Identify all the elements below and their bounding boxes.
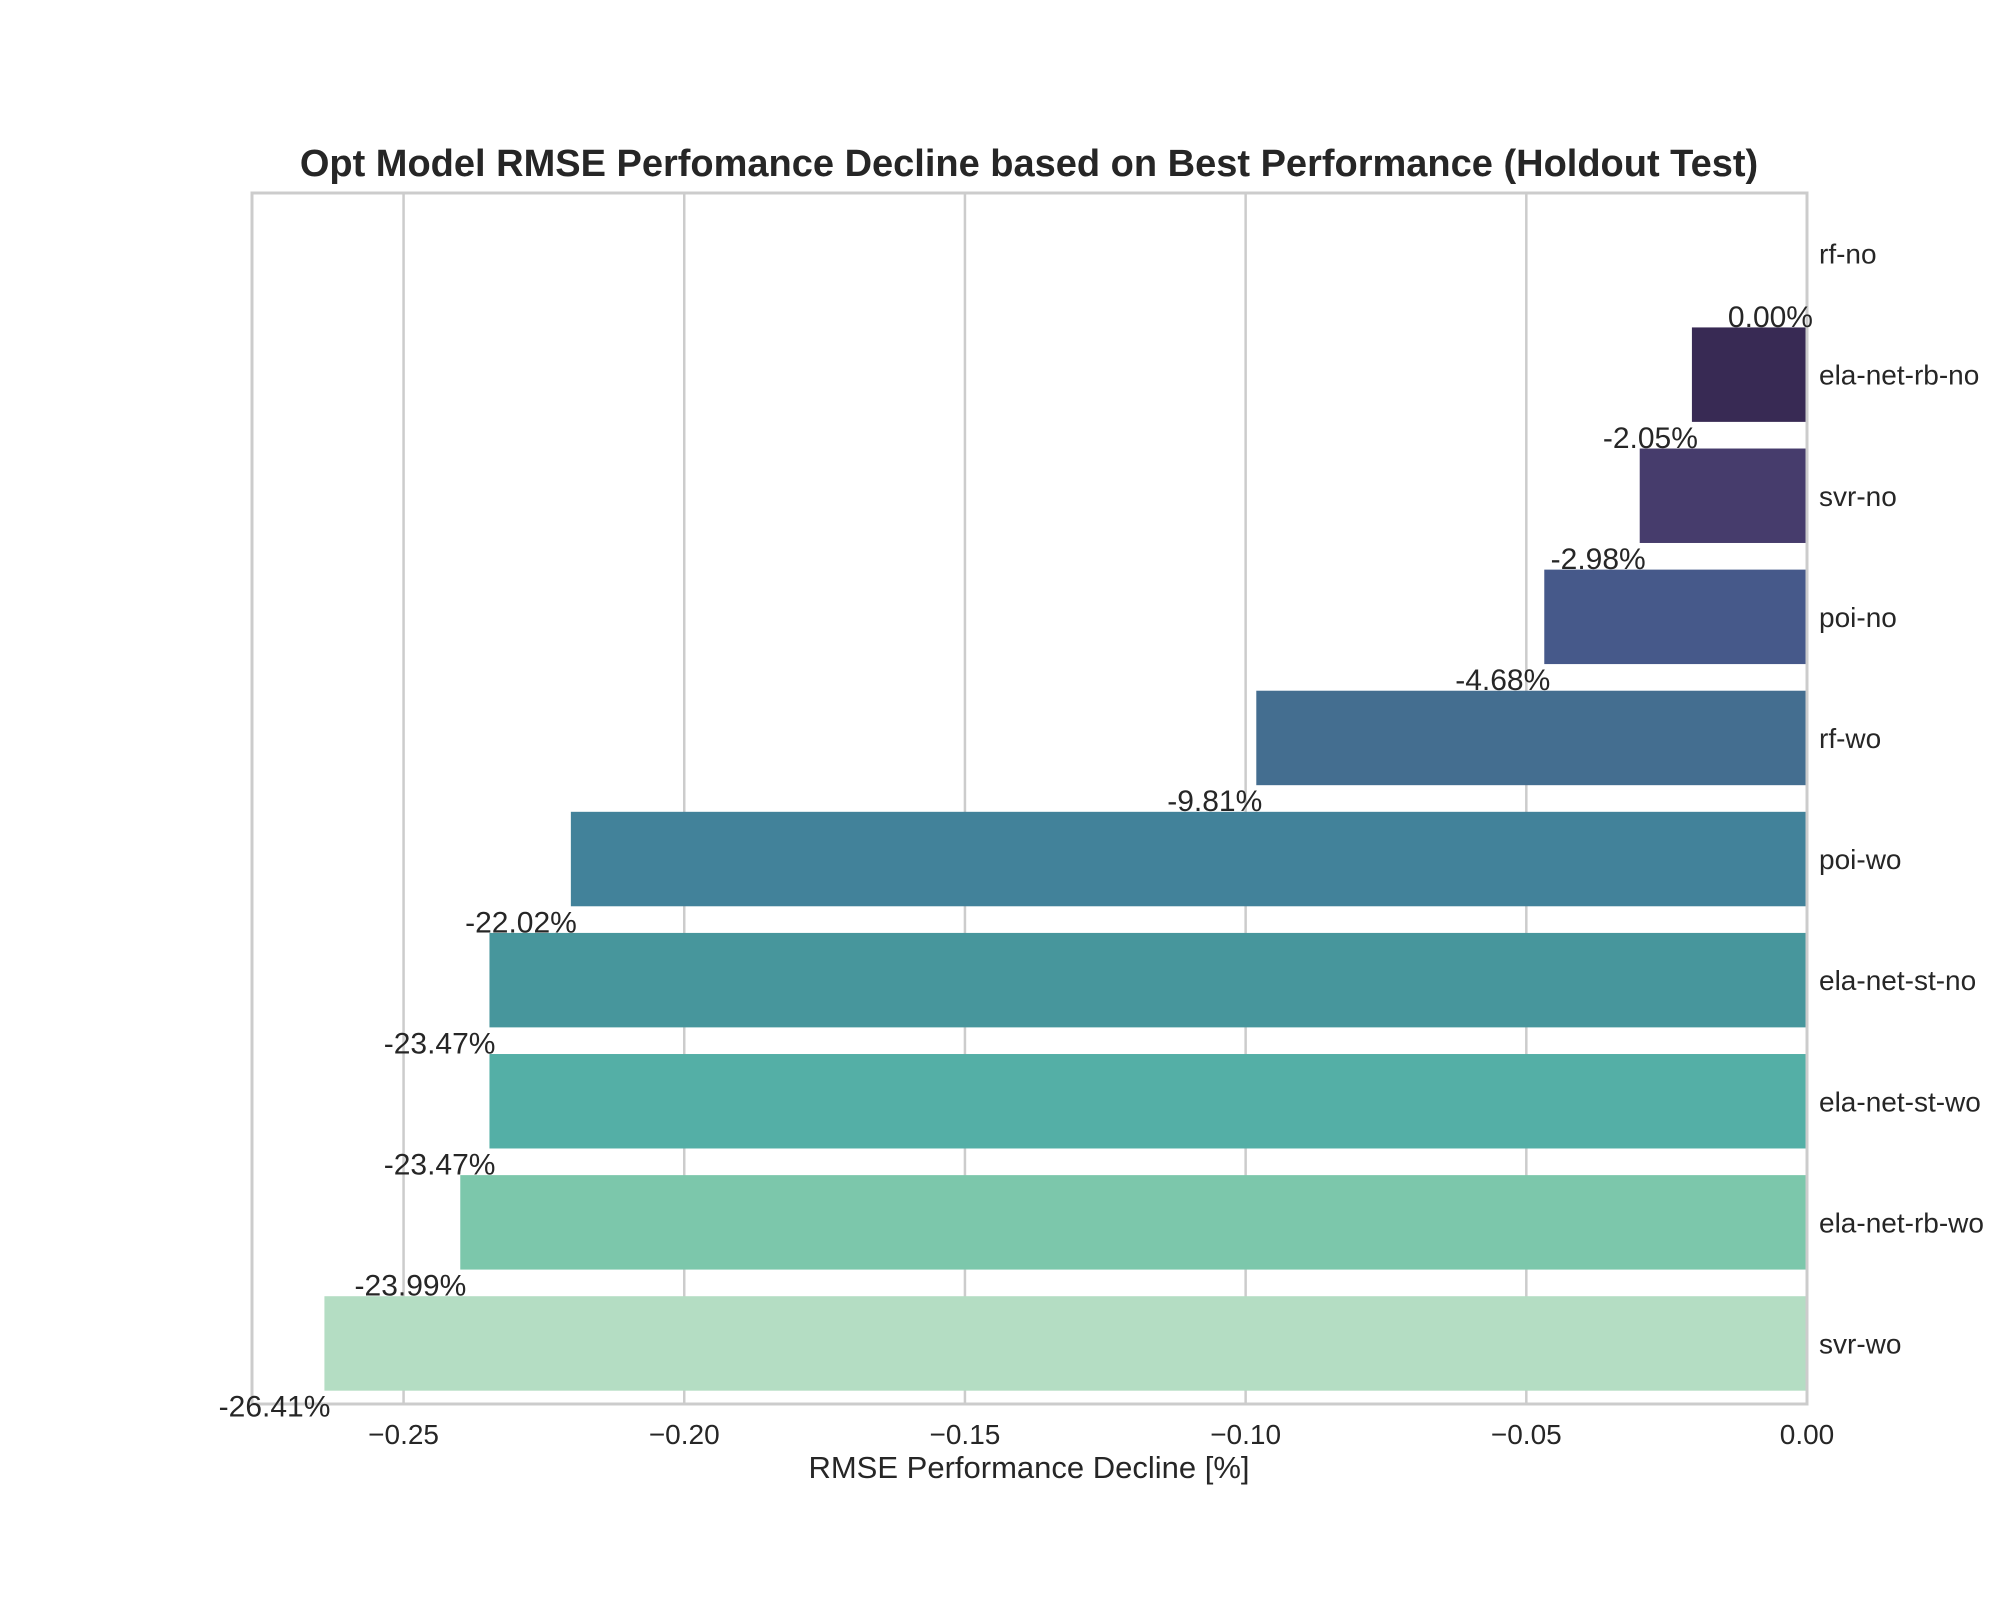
x-tick-label: −0.15	[930, 1419, 1001, 1450]
data-labels: 0.00% -2.05% -2.98% -4.68% -9.81% -22.02% -23.…	[219, 301, 1813, 1424]
x-tick-label: −0.05	[1491, 1419, 1562, 1450]
data-label: -2.98%	[1551, 543, 1646, 576]
x-tick-label: −0.25	[368, 1419, 439, 1450]
category-label: rf-wo	[1819, 723, 1881, 754]
bars	[324, 327, 1808, 1391]
data-label: -9.81%	[1167, 785, 1262, 818]
category-labels: rf-no ela-net-rb-no svr-no poi-no rf-wo poi-w…	[1819, 239, 1984, 1360]
data-label: -4.68%	[1455, 664, 1550, 697]
x-tick-label: 0.00	[1780, 1419, 1835, 1450]
bar-poi-wo	[570, 811, 1808, 907]
bar-svr-no	[1639, 448, 1807, 543]
chart-title: Opt Model RMSE Perfomance Decline based …	[300, 143, 1758, 185]
bar-ela-net-rb-wo	[460, 1175, 1808, 1270]
bar-ela-net-st-wo	[489, 1054, 1807, 1149]
category-label: svr-no	[1819, 481, 1897, 512]
data-label: -23.99%	[355, 1270, 467, 1303]
category-label: poi-no	[1819, 602, 1897, 633]
category-label: ela-net-rb-no	[1819, 360, 1979, 391]
category-label: ela-net-st-no	[1819, 965, 1976, 996]
bar-svr-wo	[324, 1296, 1807, 1391]
category-label: ela-net-rb-wo	[1819, 1207, 1984, 1238]
x-tick-label: −0.10	[1210, 1419, 1281, 1450]
data-label: 0.00%	[1728, 301, 1813, 334]
plot-frame	[250, 191, 1809, 1406]
category-label: svr-wo	[1819, 1328, 1901, 1359]
data-label: -22.02%	[465, 906, 577, 939]
data-label: -2.05%	[1603, 422, 1698, 455]
category-label: ela-net-st-wo	[1819, 1086, 1981, 1117]
bar-ela-net-st-no	[489, 932, 1807, 1028]
x-ticks: −0.25 −0.20 −0.15 −0.10 −0.05 0.00	[368, 1419, 1834, 1450]
bar-rf-wo	[1256, 690, 1807, 786]
bar-poi-no	[1544, 569, 1807, 665]
category-label: poi-wo	[1819, 844, 1901, 875]
data-label: -23.47%	[384, 1027, 496, 1060]
data-label: -23.47%	[384, 1148, 496, 1181]
x-tick-label: −0.20	[649, 1419, 720, 1450]
bar-ela-net-rb-no	[1691, 327, 1807, 422]
x-axis-label: RMSE Performance Decline [%]	[808, 1450, 1249, 1485]
data-label: -26.41%	[219, 1391, 331, 1424]
category-label: rf-no	[1819, 239, 1877, 270]
